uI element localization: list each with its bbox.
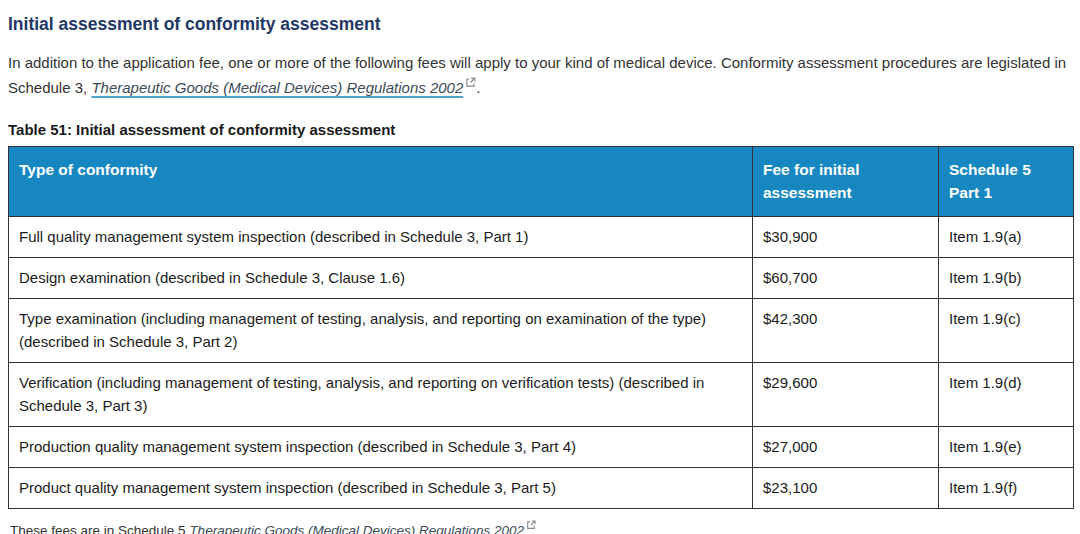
table-row: Type examination (including management o… [9,299,1074,363]
regulations-link-label: Therapeutic Goods (Medical Devices) Regu… [91,79,463,96]
fee-cell: $30,900 [753,217,939,258]
conformity-type-cell: Production quality management system ins… [9,427,753,468]
conformity-type-cell: Design examination (described in Schedul… [9,258,753,299]
conformity-type-cell: Type examination (including management o… [9,299,753,363]
schedule-item-cell: Item 1.9(a) [939,217,1074,258]
conformity-type-cell: Verification (including management of te… [9,363,753,427]
table-row: Verification (including management of te… [9,363,1074,427]
intro-text-end: . [476,79,480,96]
header-schedule-5-part-1: Schedule 5 Part 1 [939,147,1074,217]
schedule-item-cell: Item 1.9(d) [939,363,1074,427]
footnote-text: These fees are in Schedule 5 [10,523,189,534]
footnote-regulations-link[interactable]: Therapeutic Goods (Medical Devices) Regu… [189,523,536,534]
page-content: Initial assessment of conformity assessm… [0,14,1080,534]
fees-table: Type of conformity Fee for initial asses… [8,146,1074,509]
table-row: Production quality management system ins… [9,427,1074,468]
conformity-type-cell: Product quality management system inspec… [9,468,753,509]
regulations-link[interactable]: Therapeutic Goods (Medical Devices) Regu… [91,79,476,96]
table-row: Product quality management system inspec… [9,468,1074,509]
page-title: Initial assessment of conformity assessm… [8,14,1072,35]
external-link-icon[interactable] [526,520,536,530]
table-header-row: Type of conformity Fee for initial asses… [9,147,1074,217]
table-caption: Table 51: Initial assessment of conformi… [8,120,1072,140]
table-row: Full quality management system inspectio… [9,217,1074,258]
schedule-item-cell: Item 1.9(b) [939,258,1074,299]
conformity-type-cell: Full quality management system inspectio… [9,217,753,258]
fee-cell: $29,600 [753,363,939,427]
fee-cell: $60,700 [753,258,939,299]
schedule-item-cell: Item 1.9(f) [939,468,1074,509]
header-type-of-conformity: Type of conformity [9,147,753,217]
fee-cell: $27,000 [753,427,939,468]
intro-paragraph: In addition to the application fee, one … [8,50,1072,100]
footnote-regulations-link-label: Therapeutic Goods (Medical Devices) Regu… [189,523,524,534]
fee-cell: $23,100 [753,468,939,509]
table-row: Design examination (described in Schedul… [9,258,1074,299]
schedule-item-cell: Item 1.9(c) [939,299,1074,363]
external-link-icon[interactable] [465,77,476,88]
header-fee-initial-assessment: Fee for initial assessment [753,147,939,217]
schedule-item-cell: Item 1.9(e) [939,427,1074,468]
footnote: These fees are in Schedule 5 Therapeutic… [10,520,1072,534]
fee-cell: $42,300 [753,299,939,363]
